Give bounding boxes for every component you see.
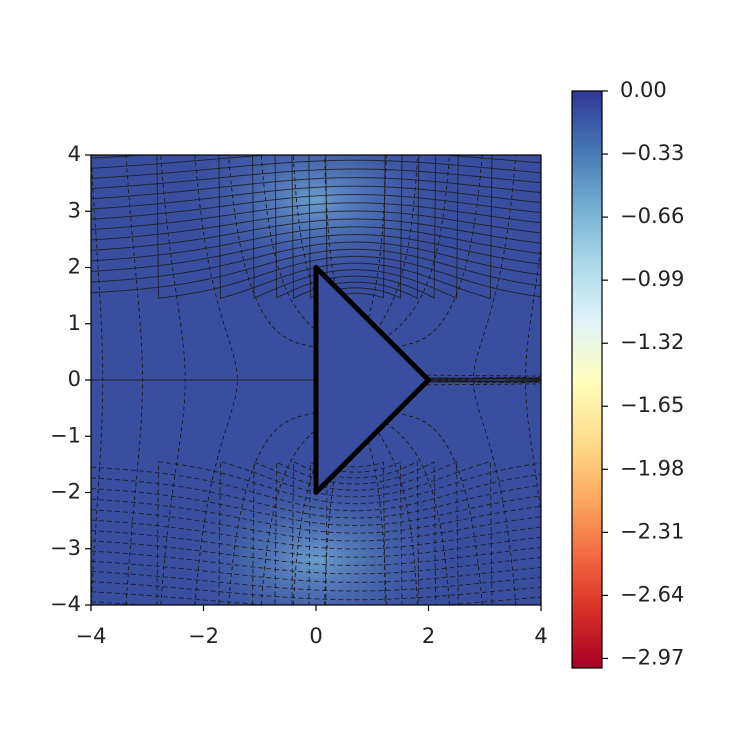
potential-line <box>472 155 541 605</box>
streamline <box>91 241 541 283</box>
streamline <box>91 202 541 231</box>
streamline <box>91 466 541 512</box>
colorbar-tick-label: −2.64 <box>620 582 684 606</box>
colorbar-tick-label: 0.00 <box>620 78 667 102</box>
streamline <box>91 168 541 190</box>
potential-line <box>228 155 356 605</box>
potential-line <box>355 155 541 605</box>
streamline <box>91 509 541 542</box>
y-tick-label: 0 <box>68 367 81 391</box>
x-tick-label: −2 <box>188 624 219 648</box>
y-tick-label: 3 <box>68 198 81 222</box>
streamline <box>91 560 541 583</box>
streamline <box>91 570 541 592</box>
streamline <box>91 226 541 262</box>
y-tick-label: −2 <box>50 480 81 504</box>
streamline <box>91 185 541 210</box>
y-tick-label: −4 <box>50 592 81 616</box>
x-tick-label: 0 <box>309 624 322 648</box>
streamline <box>156 461 541 605</box>
streamline <box>91 550 541 575</box>
y-tick-label: −3 <box>50 536 81 560</box>
streamline <box>91 218 541 251</box>
colorbar-tick-label: −2.97 <box>620 645 684 669</box>
colorbar-tick-label: −0.66 <box>620 204 684 228</box>
colorbar-tick-label: −1.65 <box>620 393 684 417</box>
streamline <box>91 134 541 149</box>
colorbar-tick-label: −1.98 <box>620 456 684 480</box>
plot-area <box>91 134 541 605</box>
streamline <box>91 248 541 294</box>
streamline <box>91 159 541 179</box>
colorbar-tick-label: −1.32 <box>620 330 684 354</box>
streamline <box>91 498 541 534</box>
x-tick-label: −4 <box>76 624 107 648</box>
y-tick-label: 1 <box>68 311 81 335</box>
y-tick-label: −1 <box>50 423 81 447</box>
streamline <box>91 519 541 550</box>
streamline <box>91 155 541 169</box>
streamline <box>91 529 541 558</box>
colorbar-tick-label: −0.99 <box>620 267 684 291</box>
streamline <box>91 488 541 527</box>
streamline <box>91 177 541 200</box>
y-tick-label: 2 <box>68 255 81 279</box>
streamline <box>91 477 541 519</box>
x-tick-label: 4 <box>534 624 547 648</box>
colorbar <box>571 90 603 669</box>
colorbar-tick-label: −2.31 <box>620 519 684 543</box>
field-shade <box>176 155 456 290</box>
field-shade <box>176 470 456 605</box>
potential-line <box>354 155 541 605</box>
x-tick-label: 2 <box>422 624 435 648</box>
streamline <box>91 210 541 241</box>
streamline <box>91 591 541 605</box>
colorbar-tick-label: −0.33 <box>620 141 684 165</box>
streamline <box>156 155 541 299</box>
streamline <box>91 233 541 272</box>
y-tick-label: 4 <box>68 142 81 166</box>
streamline <box>91 581 541 601</box>
obstacle <box>313 265 431 495</box>
